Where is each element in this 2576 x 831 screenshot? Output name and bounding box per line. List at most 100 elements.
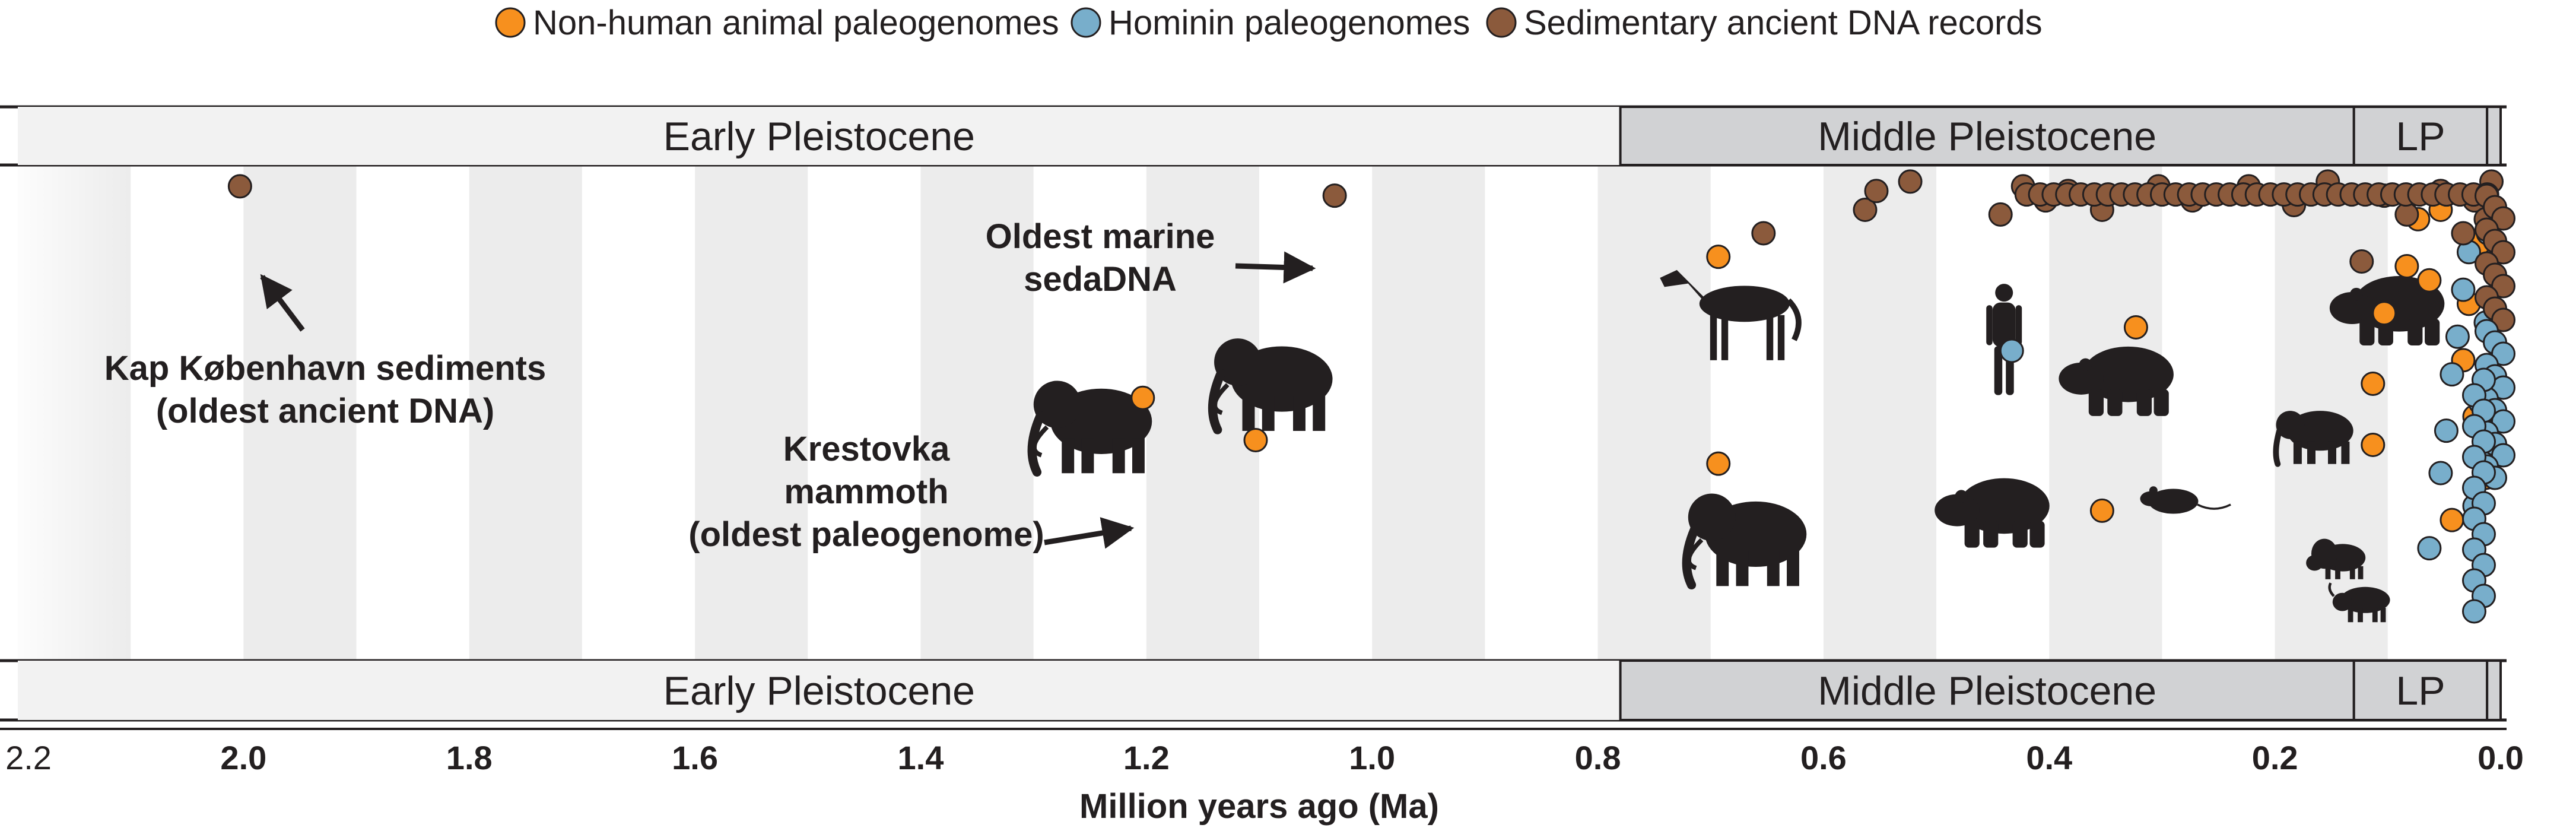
data-point: [2372, 301, 2397, 326]
data-point: [2349, 249, 2374, 274]
mammoth-icon: [1682, 493, 1807, 590]
epoch-bar-bottom: Early Pleistocene Middle Pleistocene LP: [0, 659, 2507, 722]
epoch-cell: [2352, 659, 2489, 721]
mammoth-icon: [1027, 380, 1152, 477]
x-tick-label: 2.2: [5, 739, 52, 776]
bison-icon: [2306, 538, 2366, 579]
epoch-cell: [18, 107, 1621, 165]
x-tick-label: 0.4: [2026, 739, 2072, 776]
epoch-label: LP: [2396, 668, 2445, 713]
data-point: [2417, 268, 2442, 293]
data-point: [1243, 428, 1268, 453]
data-point: [2361, 371, 2386, 396]
grid-band: [1823, 151, 1937, 668]
data-point: [2440, 508, 2464, 532]
x-tick-label: 1.8: [446, 739, 493, 776]
annotation-kap-kobenhavn: Kap København sediments (oldest ancient D…: [104, 274, 546, 430]
legend-label: Sedimentary ancient DNA records: [1524, 4, 2043, 42]
x-tick-label: 1.2: [1123, 739, 1170, 776]
hominin-icon: [1986, 284, 2022, 395]
x-tick-label: 0.6: [1800, 739, 1847, 776]
data-point: [2361, 432, 2386, 457]
data-point: [2491, 274, 2515, 299]
legend-swatch: [1071, 7, 1101, 38]
annotation-text: mammoth: [784, 472, 948, 511]
x-tick-label: 0.0: [2477, 739, 2524, 776]
data-point: [2417, 536, 2442, 561]
epoch-cell: [1619, 106, 2355, 166]
data-point: [1898, 169, 1923, 194]
annotations: Kap København sediments (oldest ancient D…: [104, 217, 1316, 554]
data-point: [2491, 443, 2515, 468]
epoch-bar-top: Early Pleistocene Middle Pleistocene LP: [0, 105, 2507, 167]
x-tick-label: 0.8: [1575, 739, 1621, 776]
grid-band: [1372, 151, 1485, 668]
data-point: [1853, 197, 1878, 222]
data-point: [1706, 451, 1731, 476]
data-point: [2089, 498, 2114, 523]
x-tick-label: 1.0: [1349, 739, 1395, 776]
grid-band: [243, 151, 357, 668]
data-point: [2491, 307, 2515, 332]
legend: Non-human animal paleogenomes Hominin pal…: [495, 4, 2043, 42]
data-point: [2491, 240, 2515, 265]
bear-icon: [2059, 346, 2174, 416]
annotation-text: (oldest paleogenome): [688, 515, 1044, 554]
annotation-text: Krestovka: [783, 430, 950, 468]
left-fade: [0, 142, 131, 677]
grid-band: [469, 151, 582, 668]
data-point: [1864, 179, 1889, 204]
data-point: [1751, 221, 1776, 246]
annotation-arrow: [1044, 517, 1135, 549]
x-tick-label: 1.4: [898, 739, 944, 776]
annotation-krestovka-mammoth: Krestovka mammoth (oldest paleogenome): [688, 430, 1135, 554]
epoch-label: Early Pleistocene: [663, 668, 975, 713]
annotation-marine-sedadna: Oldest marine sedaDNA: [986, 217, 1316, 299]
rodent-icon: [2140, 486, 2231, 514]
x-axis: 2.2 2.0 1.8 1.6 1.4 1.2 1.0 0.8 0.6 0.4 0.2 0.0 Mill…: [0, 728, 2524, 826]
bear-icon: [1935, 478, 2050, 548]
grid-bands: [0, 142, 2388, 677]
data-point: [2451, 277, 2476, 302]
data-point: [2491, 206, 2515, 231]
annotation-arrow: [260, 274, 305, 332]
grid-band: [2275, 151, 2388, 668]
annotation-text: sedaDNA: [1024, 260, 1177, 299]
legend-label: Non-human animal paleogenomes: [533, 4, 1059, 42]
data-point: [1988, 202, 2013, 227]
data-point: [2445, 324, 2470, 349]
data-point: [2434, 418, 2459, 443]
data-point: [2394, 202, 2419, 227]
grid-band: [695, 151, 808, 668]
epoch-label: LP: [2396, 114, 2445, 159]
x-tick-label: 2.0: [220, 739, 266, 776]
holocene-cell: [2486, 659, 2502, 721]
legend-swatch: [1486, 7, 1517, 38]
animal-silhouettes: [1027, 269, 2445, 623]
data-point: [2428, 461, 2453, 486]
grid-band: [920, 151, 1034, 668]
holocene-cell: [2486, 106, 2502, 166]
annotation-text: Oldest marine: [986, 217, 1215, 256]
horse-icon: [1660, 269, 1802, 360]
epoch-cell: [2352, 106, 2489, 166]
data-point: [2451, 221, 2476, 246]
data-point: [1322, 183, 1347, 208]
data-point: [2461, 599, 2486, 624]
legend-swatch: [495, 7, 526, 38]
elephant-icon: [2273, 411, 2353, 467]
epoch-label: Middle Pleistocene: [1818, 114, 2156, 159]
legend-label: Hominin paleogenomes: [1108, 4, 1470, 42]
muskox-icon: [2328, 582, 2390, 623]
grid-band: [1597, 151, 1711, 668]
data-point: [2491, 341, 2515, 366]
mammoth-icon: [1208, 338, 1333, 434]
annotation-arrow: [1235, 251, 1316, 284]
x-tick-label: 0.2: [2252, 739, 2298, 776]
epoch-label: Middle Pleistocene: [1818, 668, 2156, 713]
data-point: [2440, 362, 2464, 387]
x-tick-label: 1.6: [672, 739, 718, 776]
data-points: [227, 169, 2515, 624]
data-point: [1706, 245, 1731, 269]
